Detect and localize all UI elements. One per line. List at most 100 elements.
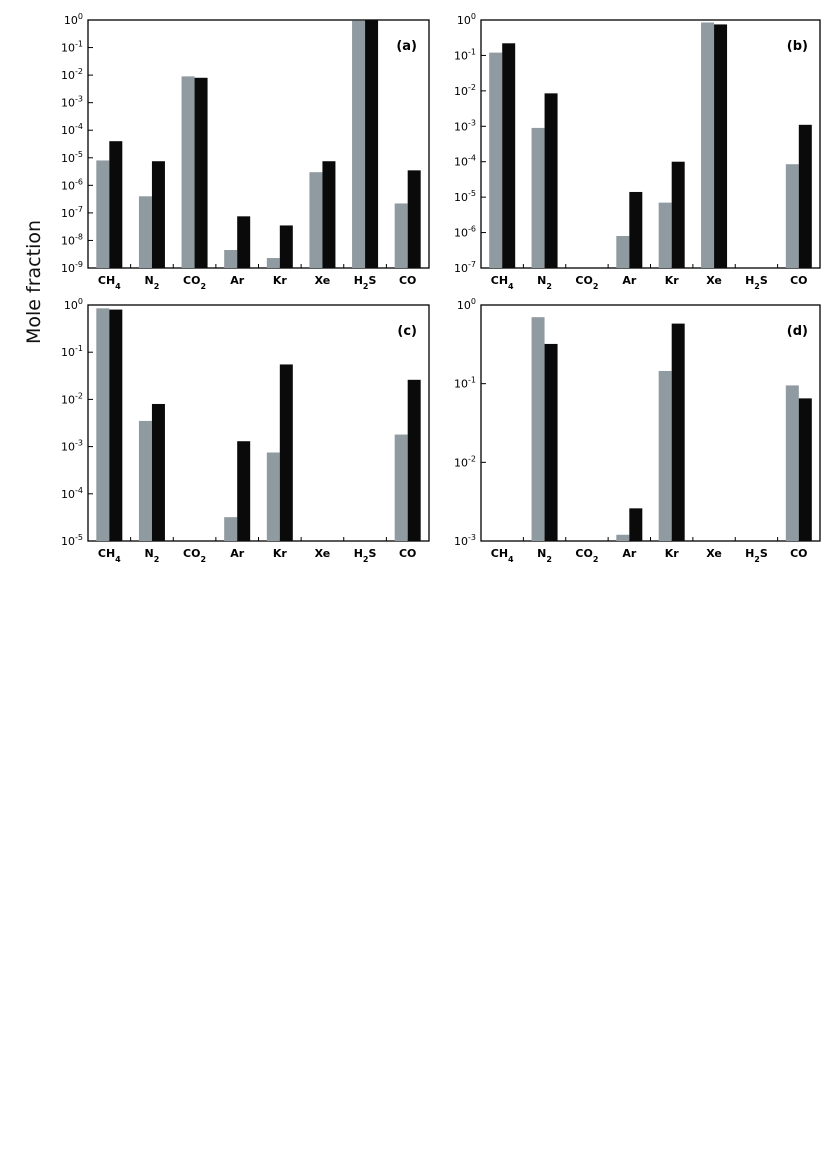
x-tick-label-h2s: H2S [354,274,377,291]
chart-panels: 10-9 10-8 10-7 10-6 10-5 10-4 10-3 10-2 10-1 100 C… [61,12,821,564]
x-tick-label-xe: Xe [315,547,331,560]
bar-ar-series-2 [237,216,251,268]
chart-panel-a: 10-9 10-8 10-7 10-6 10-5 10-4 10-3 10-2 10-1 100 C… [61,12,430,291]
x-tick-label-kr: Kr [665,547,680,560]
bar-n2-series-2 [151,403,165,541]
bar-ar-series-1 [616,534,630,541]
y-tick-label: 100 [64,297,83,312]
bar-n2-series-2 [544,93,558,268]
x-tick-label-ch4: CH4 [98,274,121,291]
bar-ar-series-2 [629,508,643,541]
bar-ch4-series-2 [502,43,516,268]
x-tick-label-co: CO [790,547,807,560]
y-tick-label: 10-6 [454,225,476,240]
panel-label: (c) [397,324,417,339]
x-tick-label-co2: CO2 [183,274,206,291]
bar-kr-series-2 [671,161,685,268]
bar-n2-series-1 [138,196,152,268]
bar-ch4-series-1 [489,52,503,268]
bar-kr-series-2 [279,225,293,268]
bar-kr-series-2 [279,364,293,541]
chart-panel-c: 10-5 10-4 10-3 10-2 10-1 100 CH4 N2 CO2 Ar Kr Xe H2S… [61,297,430,564]
x-tick-label-co2: CO2 [183,547,206,564]
x-tick-label-kr: Kr [273,547,288,560]
bar-n2-series-2 [544,343,558,541]
y-tick-label: 10-6 [61,177,83,192]
x-tick-label-co2: CO2 [575,547,598,564]
x-tick-label-xe: Xe [706,274,722,287]
x-tick-label-n2: N2 [537,274,552,291]
bar-kr-series-1 [658,202,672,268]
y-tick-label: 10-3 [454,533,476,548]
bar-co2-series-2 [194,77,208,268]
x-tick-label-ch4: CH4 [491,274,514,291]
bar-ar-series-1 [616,236,630,268]
bar-kr-series-1 [266,258,280,268]
bar-kr-series-1 [658,370,672,541]
y-tick-label: 10-7 [61,205,83,220]
x-tick-label-h2s: H2S [745,547,768,564]
bar-h2s-series-1 [352,20,366,269]
bar-ch4-series-2 [109,141,123,268]
x-tick-label-xe: Xe [315,274,331,287]
panel-label: (a) [396,39,417,54]
bar-co-series-2 [407,170,421,268]
global-y-axis-label: Mole fraction [23,220,45,344]
y-tick-label: 10-3 [61,439,83,454]
bar-ar-series-1 [224,250,238,268]
y-tick-label: 10-3 [61,95,83,110]
y-tick-label: 10-5 [61,150,83,165]
chart-panel-b: 10-7 10-6 10-5 10-4 10-3 10-2 10-1 100 CH4 N2 CO2 A… [454,12,821,291]
bar-co-series-2 [407,379,421,541]
bar-co-series-1 [785,164,799,268]
bar-n2-series-1 [531,127,545,269]
y-tick-label: 10-5 [61,533,83,548]
bar-ar-series-2 [237,441,251,541]
bar-xe-series-1 [309,172,323,268]
x-tick-label-ch4: CH4 [491,547,514,564]
bar-xe-series-2 [322,161,336,268]
bar-xe-series-1 [701,22,715,269]
x-tick-label-ar: Ar [230,547,245,560]
panel-label: (d) [787,324,808,339]
x-tick-label-h2s: H2S [745,274,768,291]
bar-xe-series-2 [714,24,728,268]
bar-co2-series-1 [181,76,195,269]
x-tick-label-n2: N2 [145,547,160,564]
bar-ar-series-1 [224,517,238,541]
x-tick-label-kr: Kr [665,274,680,287]
x-tick-label-co: CO [399,274,416,287]
bar-kr-series-2 [671,323,685,541]
bar-co-series-1 [394,203,408,268]
x-tick-label-co: CO [399,547,416,560]
y-tick-label: 10-2 [61,67,83,82]
x-tick-label-ar: Ar [622,547,637,560]
x-tick-label-n2: N2 [145,274,160,291]
y-tick-label: 10-1 [454,376,476,391]
x-tick-label-ar: Ar [622,274,637,287]
y-tick-label: 10-5 [454,189,476,204]
bar-ch4-series-1 [96,308,110,541]
y-tick-label: 10-1 [61,344,83,359]
y-tick-label: 10-1 [454,47,476,62]
bar-ar-series-2 [629,191,643,268]
bar-n2-series-1 [138,420,152,541]
bar-kr-series-1 [266,452,280,541]
x-tick-label-co2: CO2 [575,274,598,291]
y-tick-label: 10-2 [454,83,476,98]
y-tick-label: 100 [457,12,476,27]
chart-panel-d: 10-3 10-2 10-1 100 CH4 N2 CO2 Ar Kr Xe H2S CO (d) [454,297,821,564]
x-tick-label-ar: Ar [230,274,245,287]
y-tick-label: 10-7 [454,260,476,275]
bar-co-series-2 [798,124,812,268]
x-tick-label-n2: N2 [537,547,552,564]
y-tick-label: 10-4 [61,122,83,137]
y-tick-label: 10-8 [61,232,83,247]
y-tick-label: 10-3 [454,118,476,133]
bar-co-series-1 [394,434,408,541]
y-tick-label: 10-9 [61,260,83,275]
bar-co-series-2 [798,398,812,541]
bar-ch4-series-1 [96,160,110,268]
y-tick-label: 10-2 [454,454,476,469]
